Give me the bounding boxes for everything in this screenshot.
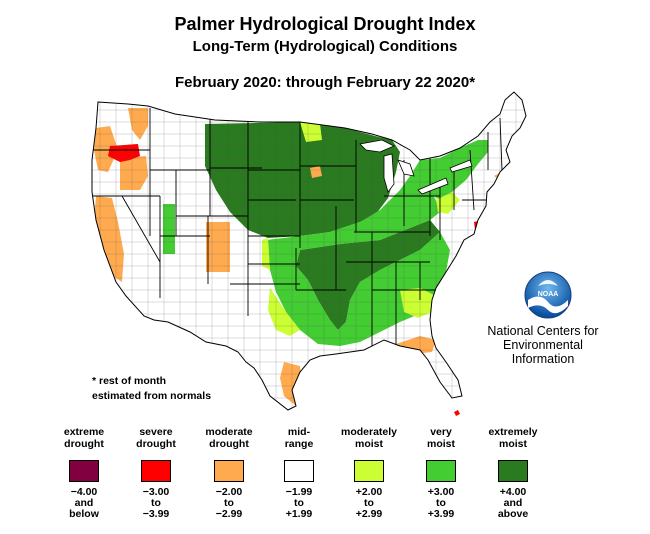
- legend-item-severe-drought: severe drought −3.00 to −3.99: [116, 426, 196, 520]
- legend-label: mid- range: [284, 426, 314, 450]
- ncei-name-line1: National Centers for: [487, 324, 599, 338]
- region-moderate-drought-plains: [310, 166, 322, 178]
- legend-item-extremely-moist: extremely moist +4.00 and above: [473, 426, 553, 520]
- legend-swatch: [214, 460, 244, 482]
- legend-label: extreme drought: [63, 426, 105, 450]
- map-period: February 2020: through February 22 2020*: [174, 74, 476, 91]
- legend-range: +3.00 to +3.99: [427, 486, 455, 520]
- florida-keys: [454, 410, 460, 416]
- legend-swatch: [498, 460, 528, 482]
- legend-item-very-moist: very moist +3.00 to +3.99: [401, 426, 481, 520]
- legend-range: −1.99 to +1.99: [285, 486, 313, 520]
- legend-range: +4.00 and above: [497, 486, 529, 520]
- noaa-logo-text: NOAA: [538, 291, 559, 298]
- estimate-note: * rest of month estimated from normals: [92, 374, 211, 404]
- legend-label: very moist: [426, 426, 455, 450]
- legend-range: +2.00 to +2.99: [355, 486, 383, 520]
- legend-label: moderately moist: [340, 426, 398, 450]
- legend-range: −2.00 to −2.99: [215, 486, 243, 520]
- us-outline: [91, 91, 527, 411]
- noaa-logo: NOAA: [524, 271, 572, 319]
- legend-item-moderate-drought: moderate drought −2.00 to −2.99: [189, 426, 269, 520]
- legend-item-moderately-moist: moderately moist +2.00 to +2.99: [329, 426, 409, 520]
- legend-item-mid-range: mid- range −1.99 to +1.99: [259, 426, 339, 520]
- great-lakes: [359, 139, 473, 195]
- legend-label: moderate drought: [205, 426, 253, 450]
- legend-item-extreme-drought: extreme drought −4.00 and below: [44, 426, 124, 520]
- legend-swatch: [426, 460, 456, 482]
- map-title: Palmer Hydrological Drought Index: [174, 14, 476, 34]
- legend-range: −3.00 to −3.99: [142, 486, 170, 520]
- region-moderately-moist-north: [300, 122, 322, 142]
- legend-swatch: [354, 460, 384, 482]
- legend-label: severe drought: [136, 426, 176, 450]
- region-moderate-drought-oregon: [128, 108, 148, 140]
- region-very-moist-west: [163, 204, 175, 254]
- state-boundaries: [92, 108, 503, 348]
- legend-swatch: [141, 460, 171, 482]
- estimate-note-line2: estimated from normals: [92, 390, 212, 402]
- region-moderate-drought-oregon-south: [120, 156, 148, 190]
- ncei-name-line2: Environmental: [503, 338, 583, 352]
- region-moderate-drought-colorado: [206, 222, 230, 272]
- legend-swatch: [69, 460, 99, 482]
- region-moderately-moist-southeast: [400, 288, 436, 318]
- estimate-note-line1: * rest of month: [92, 375, 167, 387]
- legend-label: extremely moist: [488, 426, 538, 450]
- region-moderate-drought-california: [94, 196, 124, 282]
- ncei-name-line3: Information: [511, 352, 575, 366]
- legend-range: −4.00 and below: [69, 486, 99, 520]
- region-extremely-moist-north: [205, 122, 400, 238]
- map-subtitle: Long-Term (Hydrological) Conditions: [192, 38, 458, 55]
- legend-swatch: [284, 460, 314, 482]
